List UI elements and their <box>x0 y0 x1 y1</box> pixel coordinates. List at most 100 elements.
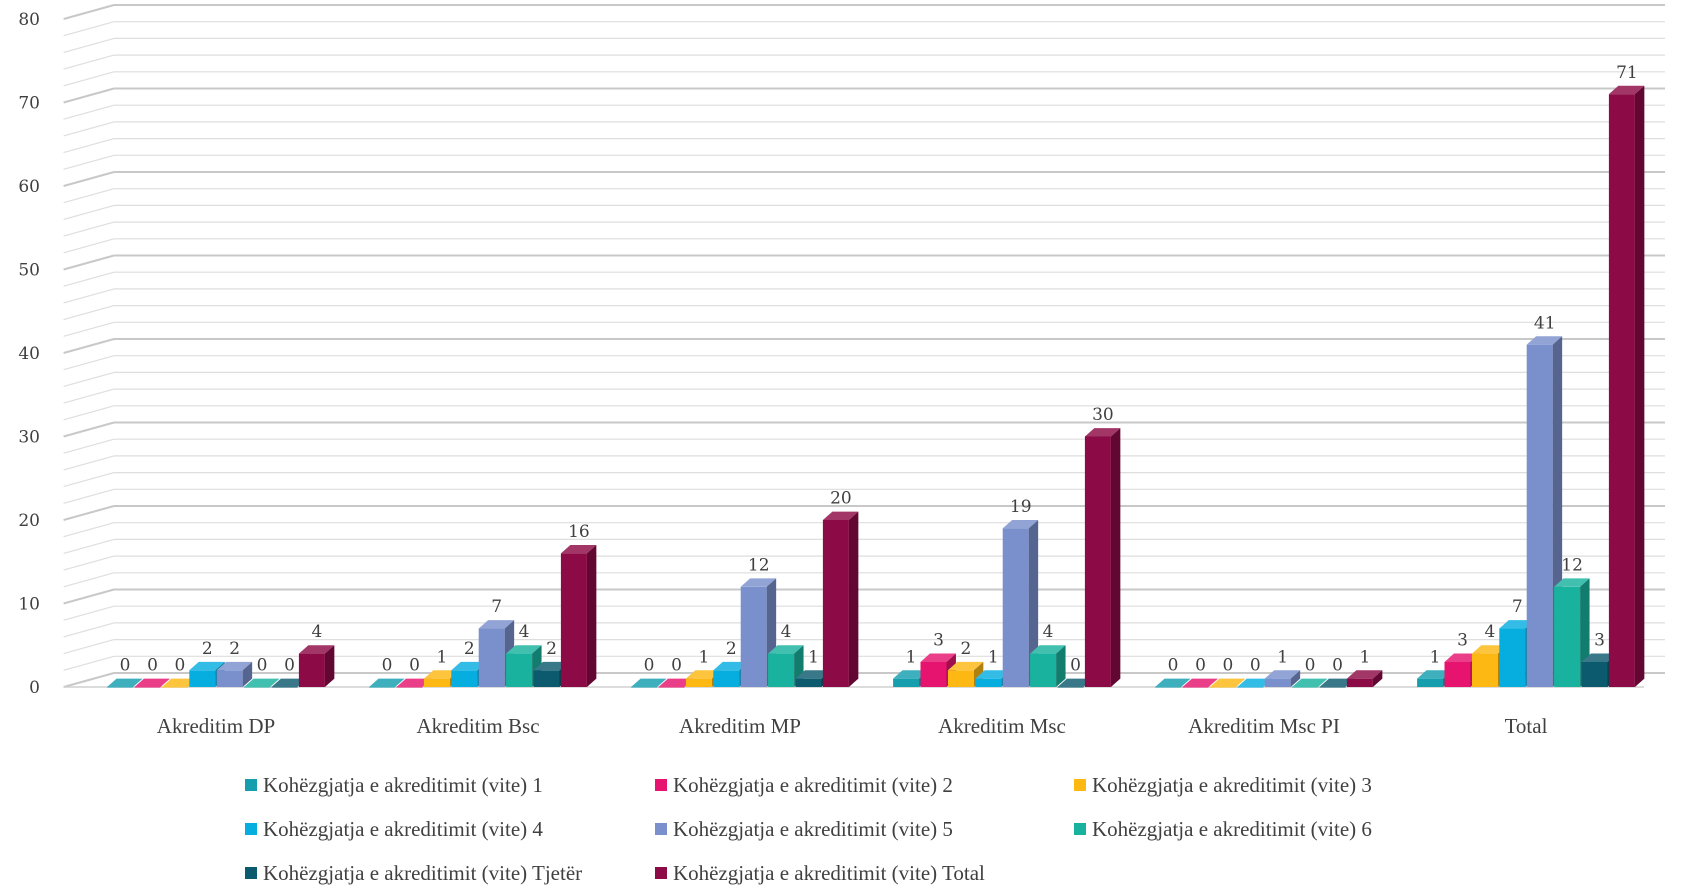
bar-top <box>1292 678 1328 687</box>
y-tick-label: 60 <box>18 177 40 197</box>
legend-swatch <box>1074 823 1086 835</box>
gridline-side <box>63 555 115 571</box>
bar <box>396 678 432 688</box>
bar <box>244 678 280 688</box>
gridline-side <box>63 171 115 187</box>
bar-front <box>478 628 505 687</box>
legend-label: Kohëzgjatja e akreditimit (vite) Total <box>673 860 985 885</box>
bar <box>1182 678 1218 688</box>
data-label: 0 <box>147 656 158 676</box>
bar-side <box>1056 645 1066 687</box>
bar <box>506 645 542 687</box>
data-label: 1 <box>1359 647 1370 667</box>
bar-front <box>795 678 822 687</box>
bar-top <box>478 620 515 629</box>
bar-top <box>1417 670 1453 679</box>
data-label: 16 <box>568 522 590 542</box>
data-label: 2 <box>229 639 240 659</box>
bar-front <box>1084 436 1111 687</box>
bar-front <box>451 670 478 687</box>
bar <box>1608 85 1645 687</box>
bar-side <box>1290 670 1301 687</box>
bar-front <box>1554 586 1581 687</box>
bar-top <box>1209 678 1246 687</box>
bar-front <box>1002 528 1029 687</box>
bar-top <box>1237 678 1273 687</box>
x-category-label: Total <box>1505 714 1548 738</box>
y-axis: 0 10 20 30 40 50 60 70 80 <box>18 10 40 698</box>
data-label: 4 <box>1484 622 1495 642</box>
bar-top <box>795 670 831 679</box>
legend-swatch <box>1074 779 1086 791</box>
legend-label: Kohëzgjatja e akreditimit (vite) 6 <box>1092 816 1372 841</box>
data-label: 0 <box>120 656 131 676</box>
bar-top <box>947 661 984 671</box>
bar-front <box>947 670 974 687</box>
data-label: 12 <box>1561 555 1583 575</box>
bar <box>822 511 859 687</box>
gridline-side <box>63 87 115 104</box>
data-label: 7 <box>1512 597 1523 617</box>
bar-front <box>822 520 849 687</box>
bar-front <box>189 670 216 687</box>
gridline-side <box>63 154 115 170</box>
bar <box>134 678 170 688</box>
y-tick-label: 0 <box>29 678 40 698</box>
data-label: 3 <box>1457 631 1468 651</box>
bar-top <box>1030 645 1066 654</box>
bar <box>161 678 198 688</box>
gridline-side <box>63 37 115 53</box>
data-label: 4 <box>781 622 792 642</box>
data-label: 71 <box>1616 63 1638 83</box>
data-label: 0 <box>1305 656 1316 676</box>
data-label: 30 <box>1092 405 1114 425</box>
y-tick-label: 40 <box>18 344 40 364</box>
legend-label: Kohëzgjatja e akreditimit (vite) 5 <box>673 816 953 841</box>
gridline-side <box>63 121 115 137</box>
bar-top <box>1471 645 1508 654</box>
gridline-side <box>63 305 115 321</box>
gridlines <box>63 4 1665 688</box>
legend-label: Kohëzgjatja e akreditimit (vite) 3 <box>1092 772 1372 797</box>
bar-top <box>533 661 569 671</box>
bar-top <box>822 511 859 520</box>
legend-swatch <box>655 867 667 879</box>
legend-swatch <box>245 867 257 879</box>
data-label: 1 <box>1430 647 1441 667</box>
gridline-side <box>63 188 115 204</box>
bar-top <box>271 678 307 687</box>
bar <box>631 678 667 688</box>
bar-side <box>586 545 597 687</box>
data-label: 0 <box>1250 656 1261 676</box>
x-category-label: Akreditim MP <box>679 714 801 738</box>
gridline-side <box>63 54 115 70</box>
bar <box>216 661 253 687</box>
bar-front <box>768 653 795 687</box>
gridline-side <box>63 639 115 655</box>
bar-top <box>1581 653 1617 662</box>
bar-front <box>1417 678 1444 687</box>
gridline-side <box>63 572 115 588</box>
x-category-label: Akreditim Msc <box>938 714 1066 738</box>
legend-swatch <box>245 823 257 835</box>
gridline-side <box>63 505 115 521</box>
gridline-side <box>63 321 115 337</box>
gridline-side <box>63 388 115 404</box>
bar-front <box>1499 628 1526 687</box>
bar-front <box>740 586 767 687</box>
data-label: 1 <box>698 647 709 667</box>
gridline-side <box>63 138 115 154</box>
bar-front <box>1057 687 1084 688</box>
data-label: 4 <box>519 622 530 642</box>
bar-top <box>1084 428 1121 437</box>
bar-top <box>423 670 460 679</box>
gridline-side <box>63 538 115 554</box>
gridline-side <box>63 455 115 471</box>
bar-front <box>975 678 1002 687</box>
bar-top <box>396 678 432 687</box>
bar-front <box>216 670 243 687</box>
legend-item: Kohëzgjatja e akreditimit (vite) 1 <box>245 770 543 800</box>
data-label: 1 <box>1277 647 1288 667</box>
data-label: 0 <box>382 656 393 676</box>
data-label: 0 <box>174 656 185 676</box>
